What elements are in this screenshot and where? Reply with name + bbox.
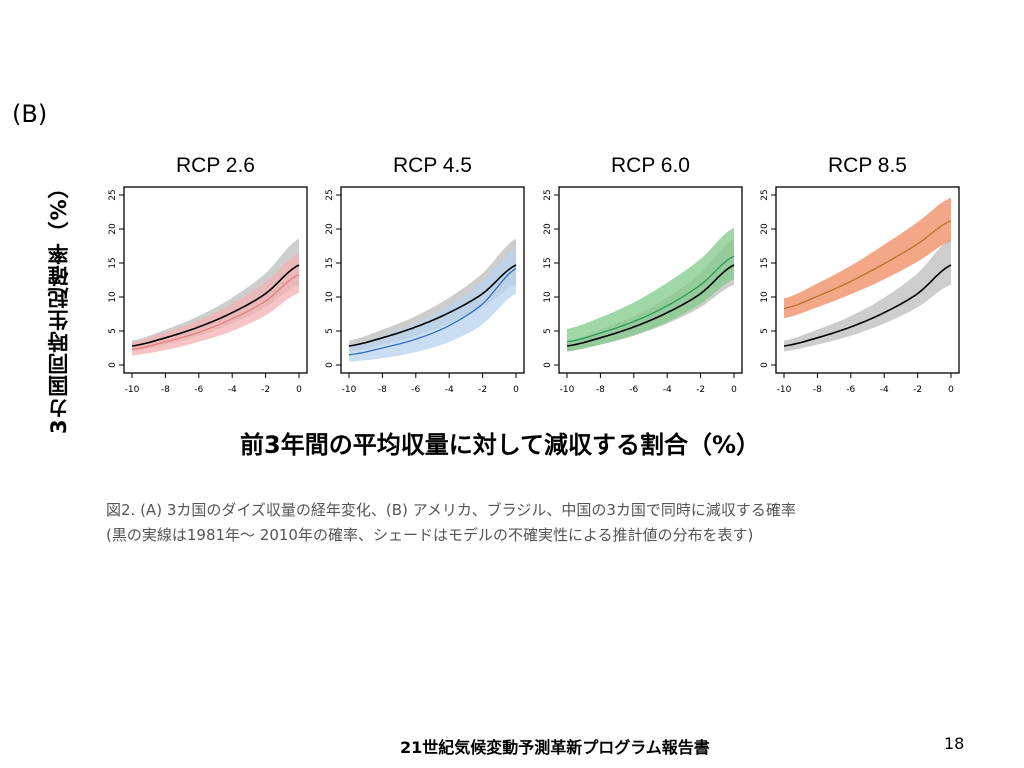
observed-series-line bbox=[566, 264, 735, 347]
x-tick-label: -8 bbox=[596, 385, 605, 395]
x-tick-label: -10 bbox=[560, 385, 575, 395]
x-tick-label: -4 bbox=[228, 385, 237, 395]
y-tick-label: 25 bbox=[325, 189, 335, 200]
x-tick-label: -6 bbox=[411, 385, 420, 395]
x-tick-label: -4 bbox=[445, 385, 454, 395]
y-tick-label: 0 bbox=[325, 362, 335, 368]
x-tick-label: -8 bbox=[813, 385, 822, 395]
figure-caption: 図2. (A) 3カ国のダイズ収量の経年変化、(B) アメリカ、ブラジル、中国の… bbox=[106, 498, 976, 548]
chart-title: RCP 6.0 bbox=[611, 154, 690, 177]
observed-series-line bbox=[131, 264, 300, 347]
plot-frame bbox=[340, 186, 525, 374]
historical-uncertainty-band bbox=[784, 238, 951, 352]
x-tick-label: 0 bbox=[731, 385, 737, 395]
plot-frame bbox=[123, 186, 308, 374]
projected-series-line bbox=[566, 255, 735, 343]
projection-uncertainty-band bbox=[349, 248, 516, 362]
y-tick-label: 0 bbox=[108, 362, 118, 368]
projected-series-line bbox=[131, 274, 300, 351]
chart-panel-3: RCP 6.0 0 5 10 15 20 25 -10 -8 -6 -4 -2 0 bbox=[543, 154, 743, 395]
projection-uncertainty-band bbox=[784, 197, 951, 319]
projected-series-line bbox=[783, 220, 952, 310]
x-tick-label: -8 bbox=[378, 385, 387, 395]
y-tick-label: 15 bbox=[543, 257, 553, 268]
y-tick-label: 5 bbox=[760, 328, 770, 334]
x-tick-label: 0 bbox=[513, 385, 519, 395]
chart-plot-area bbox=[131, 238, 300, 356]
plot-frame bbox=[558, 186, 743, 374]
projected-series-line bbox=[348, 267, 517, 356]
y-tick-label: 25 bbox=[543, 189, 553, 200]
chart-title: RCP 8.5 bbox=[828, 154, 907, 177]
chart-plot-area bbox=[348, 238, 517, 362]
y-tick-label: 5 bbox=[543, 328, 553, 334]
x-axis-label: 前3年間の平均収量に対して減収する割合（%） bbox=[240, 431, 761, 459]
x-tick-label: -8 bbox=[161, 385, 170, 395]
y-tick-label: 10 bbox=[325, 291, 335, 303]
x-tick-label: -2 bbox=[478, 385, 487, 395]
panel-label: (B) bbox=[12, 100, 48, 128]
projection-uncertainty-band bbox=[132, 253, 299, 356]
y-tick-label: 10 bbox=[543, 291, 553, 303]
y-tick-label: 0 bbox=[543, 362, 553, 368]
observed-series-line bbox=[348, 264, 517, 347]
x-tick-label: -4 bbox=[663, 385, 672, 395]
y-tick-label: 0 bbox=[760, 362, 770, 368]
page-number: 18 bbox=[944, 734, 965, 753]
y-tick-label: 5 bbox=[108, 328, 118, 334]
chart-plot-area bbox=[783, 197, 952, 352]
x-tick-label: -10 bbox=[342, 385, 357, 395]
y-tick-label: 20 bbox=[108, 223, 118, 235]
chart-panel-4: RCP 8.5 0 5 10 15 20 25 -10 -8 -6 -4 -2 0 bbox=[760, 154, 960, 395]
caption-line-1: 図2. (A) 3カ国のダイズ収量の経年変化、(B) アメリカ、ブラジル、中国の… bbox=[106, 501, 796, 519]
x-tick-label: -10 bbox=[125, 385, 140, 395]
chart-plot-area bbox=[566, 227, 735, 352]
x-tick-label: -6 bbox=[629, 385, 638, 395]
y-tick-label: 15 bbox=[760, 257, 770, 268]
x-tick-label: -2 bbox=[696, 385, 705, 395]
x-tick-label: 0 bbox=[948, 385, 954, 395]
x-tick-label: -6 bbox=[846, 385, 855, 395]
chart-panel-2: RCP 4.5 0 5 10 15 20 25 -10 -8 -6 -4 -2 0 bbox=[325, 154, 525, 395]
footer-title: 21世紀気候変動予測革新プログラム報告書 bbox=[400, 738, 710, 757]
chart-grid: RCP 2.6 0 5 10 15 20 25 -10 -8 -6 -4 -2 0 RCP 4.5 0 5 10… bbox=[108, 154, 960, 395]
y-tick-label: 10 bbox=[760, 291, 770, 303]
y-tick-label: 20 bbox=[543, 223, 553, 235]
x-tick-label: -10 bbox=[777, 385, 792, 395]
x-tick-label: 0 bbox=[296, 385, 302, 395]
y-tick-label: 15 bbox=[325, 257, 335, 268]
x-tick-label: -4 bbox=[880, 385, 889, 395]
chart-title: RCP 4.5 bbox=[393, 154, 472, 177]
caption-line-2: (黒の実線は1981年〜 2010年の確率、シェードはモデルの不確実性による推計… bbox=[106, 526, 754, 544]
chart-title: RCP 2.6 bbox=[176, 154, 255, 177]
plot-frame bbox=[775, 186, 960, 374]
projection-uncertainty-band bbox=[567, 227, 734, 352]
observed-series-line bbox=[783, 264, 952, 347]
y-tick-label: 25 bbox=[108, 189, 118, 200]
x-tick-label: -6 bbox=[194, 385, 203, 395]
y-tick-label: 5 bbox=[325, 328, 335, 334]
y-tick-label: 15 bbox=[108, 257, 118, 268]
x-tick-label: -2 bbox=[261, 385, 270, 395]
y-tick-label: 20 bbox=[325, 223, 335, 235]
x-tick-label: -2 bbox=[913, 385, 922, 395]
y-tick-label: 10 bbox=[108, 291, 118, 303]
y-tick-label: 25 bbox=[760, 189, 770, 200]
y-tick-label: 20 bbox=[760, 223, 770, 235]
chart-panel-1: RCP 2.6 0 5 10 15 20 25 -10 -8 -6 -4 -2 0 bbox=[108, 154, 308, 395]
